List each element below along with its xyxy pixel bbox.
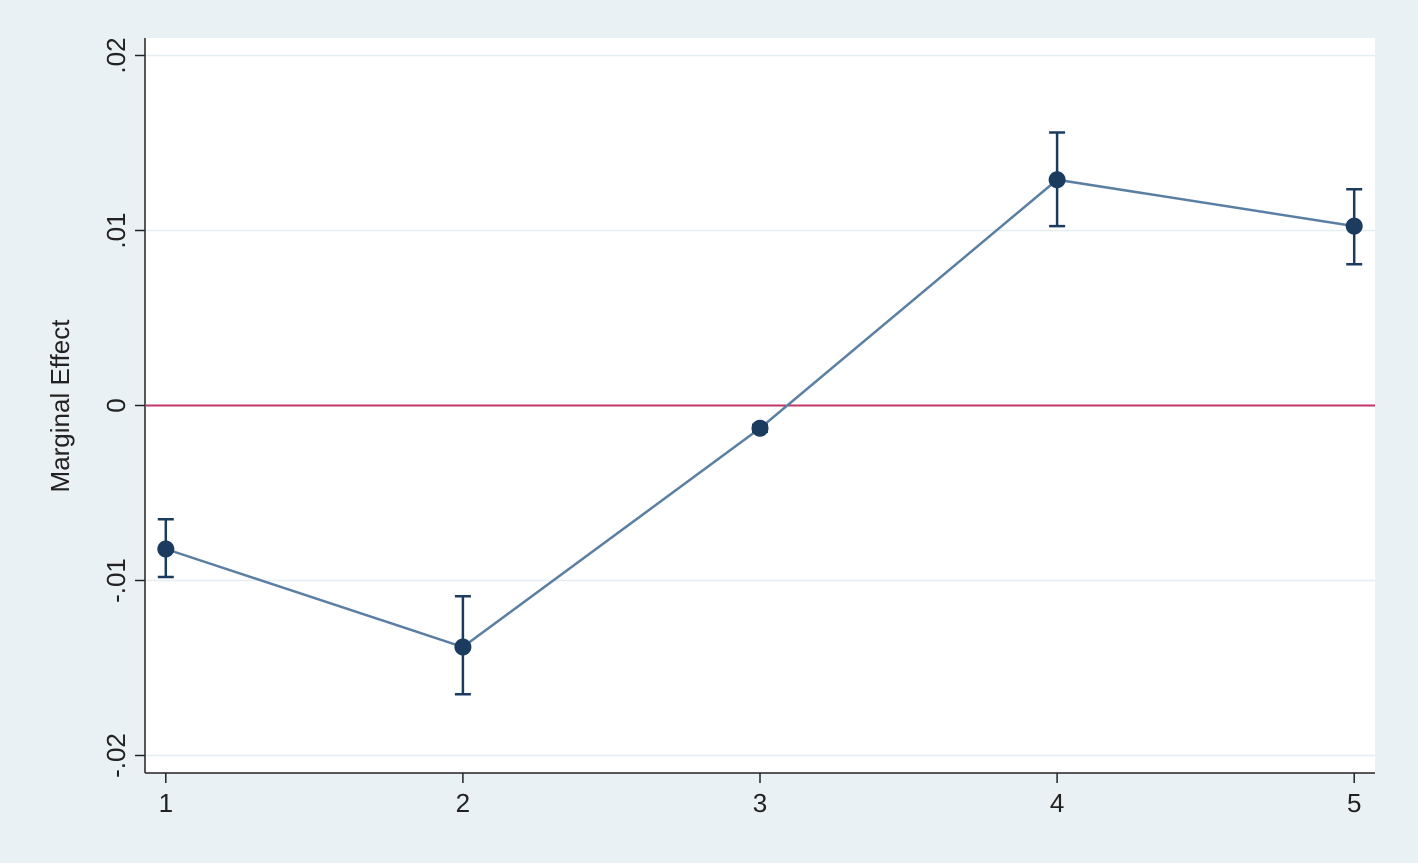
x-tick-label: 1 (159, 788, 173, 818)
point (1048, 171, 1066, 189)
y-tick-label: 0 (101, 398, 131, 412)
x-tick-label: 2 (456, 788, 470, 818)
x-tick-label: 4 (1050, 788, 1064, 818)
y-tick-label: -.01 (101, 558, 131, 603)
y-tick-label: .01 (101, 212, 131, 248)
point (157, 540, 175, 558)
x-tick-label: 5 (1347, 788, 1361, 818)
y-axis-label: Marginal Effect (45, 319, 75, 493)
y-tick-label: -.02 (101, 733, 131, 778)
point (1345, 217, 1363, 235)
x-tick-label: 3 (753, 788, 767, 818)
point (751, 419, 769, 437)
point (454, 638, 472, 656)
y-tick-label: .02 (101, 37, 131, 73)
